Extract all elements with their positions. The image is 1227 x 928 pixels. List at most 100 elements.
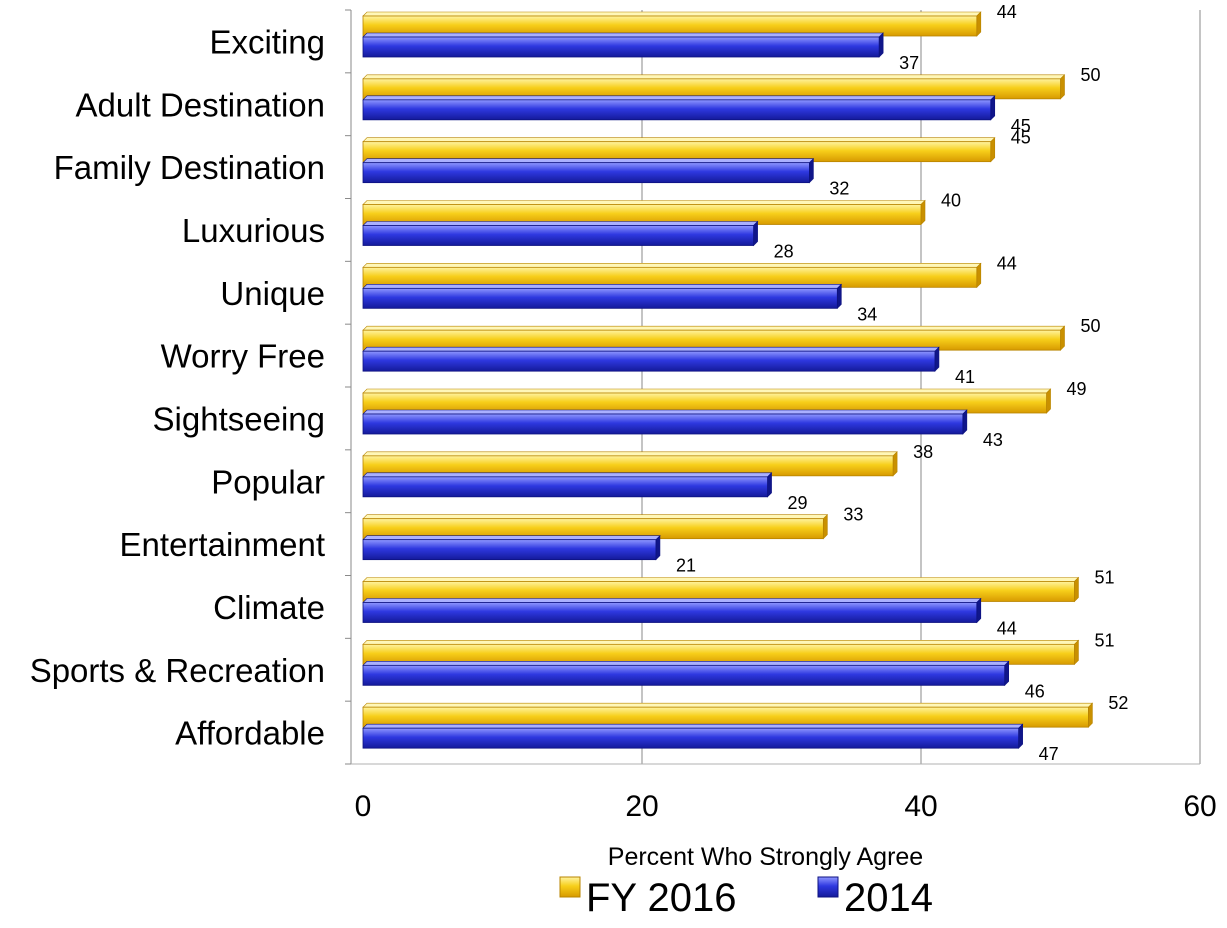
x-axis-title: Percent Who Strongly Agree bbox=[608, 843, 923, 871]
bar-2014-side bbox=[655, 534, 661, 561]
category-label: Luxurious bbox=[182, 212, 325, 249]
legend-label-fy2016: FY 2016 bbox=[586, 876, 737, 920]
bar-2014-side bbox=[809, 157, 814, 184]
bar-2014-side bbox=[962, 409, 968, 435]
bar-2014 bbox=[362, 287, 838, 309]
category-label: Popular bbox=[211, 463, 325, 500]
bar-fy2016-top bbox=[362, 11, 982, 17]
bar-2014-side bbox=[934, 346, 940, 372]
bar-fy2016-side bbox=[976, 11, 982, 37]
x-tick-label: 40 bbox=[904, 790, 937, 823]
bar-2014 bbox=[362, 664, 1006, 686]
data-label-fy2016: 45 bbox=[1011, 128, 1031, 148]
bar-fy2016-side bbox=[823, 513, 828, 540]
bar-fy2016-side bbox=[1060, 74, 1065, 100]
bar-fy2016-top bbox=[362, 325, 1066, 331]
category-label: Entertainment bbox=[120, 526, 325, 563]
bar-2014-side bbox=[878, 32, 884, 58]
bar-fy2016-top bbox=[362, 577, 1080, 582]
bar-2014-side bbox=[753, 220, 758, 247]
data-label-2014: 43 bbox=[983, 430, 1003, 450]
bar-2014-top bbox=[362, 284, 843, 289]
data-label-fy2016: 44 bbox=[997, 2, 1017, 22]
data-label-2014: 46 bbox=[1025, 681, 1045, 701]
bar-fy2016-top bbox=[362, 388, 1052, 394]
category-label: Sports & Recreation bbox=[30, 652, 325, 689]
bar-2014-top bbox=[362, 723, 1024, 729]
bar-fy2016-side bbox=[1088, 702, 1093, 728]
legend-swatch-2014 bbox=[817, 876, 839, 898]
category-label: Worry Free bbox=[161, 338, 325, 375]
data-label-fy2016: 40 bbox=[941, 191, 961, 211]
bar-2014-side bbox=[976, 597, 982, 624]
bar-2014-top bbox=[362, 535, 661, 540]
category-label: Unique bbox=[220, 275, 325, 312]
bar-2014 bbox=[362, 162, 810, 184]
bar-fy2016-top bbox=[362, 451, 898, 457]
bar-2014-side bbox=[1018, 723, 1023, 749]
bar-2014-side bbox=[836, 283, 842, 310]
bar-2014-side bbox=[1004, 660, 1010, 687]
category-label: Family Destination bbox=[54, 149, 325, 186]
bar-2014 bbox=[362, 99, 992, 121]
bar-2014-side bbox=[767, 472, 772, 498]
data-label-fy2016: 44 bbox=[997, 253, 1017, 273]
bar-2014-side bbox=[990, 95, 996, 121]
data-label-2014: 28 bbox=[774, 242, 794, 262]
bar-fy2016-side bbox=[990, 136, 996, 163]
bar-2014 bbox=[362, 350, 936, 372]
bar-2014-top bbox=[362, 95, 996, 101]
bar-2014-top bbox=[362, 346, 940, 352]
data-label-2014: 44 bbox=[997, 619, 1017, 639]
data-label-2014: 29 bbox=[788, 493, 808, 513]
data-label-fy2016: 51 bbox=[1094, 630, 1114, 650]
bar-fy2016-side bbox=[976, 262, 982, 289]
legend-swatch-fy2016 bbox=[559, 876, 581, 898]
bar-fy2016-side bbox=[1074, 639, 1079, 666]
bar-2014-top bbox=[362, 221, 759, 226]
category-label: Exciting bbox=[209, 23, 325, 60]
data-label-2014: 45 bbox=[1011, 116, 1031, 136]
bar-2014 bbox=[362, 225, 755, 246]
data-label-2014: 37 bbox=[899, 53, 919, 73]
data-label-fy2016: 38 bbox=[913, 442, 933, 462]
data-label-fy2016: 51 bbox=[1094, 568, 1114, 588]
data-label-2014: 47 bbox=[1039, 744, 1059, 764]
x-tick-label: 20 bbox=[625, 790, 658, 823]
bar-fy2016-top bbox=[362, 640, 1080, 645]
data-label-2014: 21 bbox=[676, 556, 696, 576]
data-label-fy2016: 50 bbox=[1081, 316, 1101, 336]
data-label-fy2016: 50 bbox=[1081, 65, 1101, 85]
bar-2014 bbox=[362, 36, 880, 58]
bar-fy2016-side bbox=[1060, 325, 1065, 351]
x-tick-label: 0 bbox=[355, 790, 372, 823]
bar-2014 bbox=[362, 476, 768, 498]
bar-2014 bbox=[362, 727, 1020, 749]
bar-2014 bbox=[362, 602, 978, 623]
data-label-2014: 41 bbox=[955, 367, 975, 387]
bar-fy2016-top bbox=[362, 137, 996, 142]
category-label: Sightseeing bbox=[153, 400, 325, 437]
bar-fy2016-side bbox=[920, 199, 926, 226]
bar-2014-top bbox=[362, 409, 968, 415]
bar-2014-top bbox=[362, 32, 884, 38]
bar-fy2016-side bbox=[1046, 388, 1051, 414]
legend-label-2014: 2014 bbox=[844, 876, 933, 920]
data-label-2014: 34 bbox=[857, 304, 877, 324]
bar-2014-top bbox=[362, 661, 1010, 666]
bar-2014 bbox=[362, 413, 964, 435]
category-label: Climate bbox=[213, 589, 325, 626]
bar-fy2016-top bbox=[362, 200, 926, 205]
bar-fy2016-top bbox=[362, 514, 829, 519]
bar-2014-top bbox=[362, 158, 815, 163]
category-label: Affordable bbox=[175, 715, 325, 752]
data-label-2014: 32 bbox=[829, 179, 849, 199]
bar-fy2016-side bbox=[892, 451, 898, 477]
bar-fy2016-top bbox=[362, 263, 982, 268]
bar-2014 bbox=[362, 539, 657, 561]
x-tick-label: 60 bbox=[1183, 790, 1216, 823]
data-label-fy2016: 52 bbox=[1108, 693, 1128, 713]
bar-2014-top bbox=[362, 598, 982, 603]
